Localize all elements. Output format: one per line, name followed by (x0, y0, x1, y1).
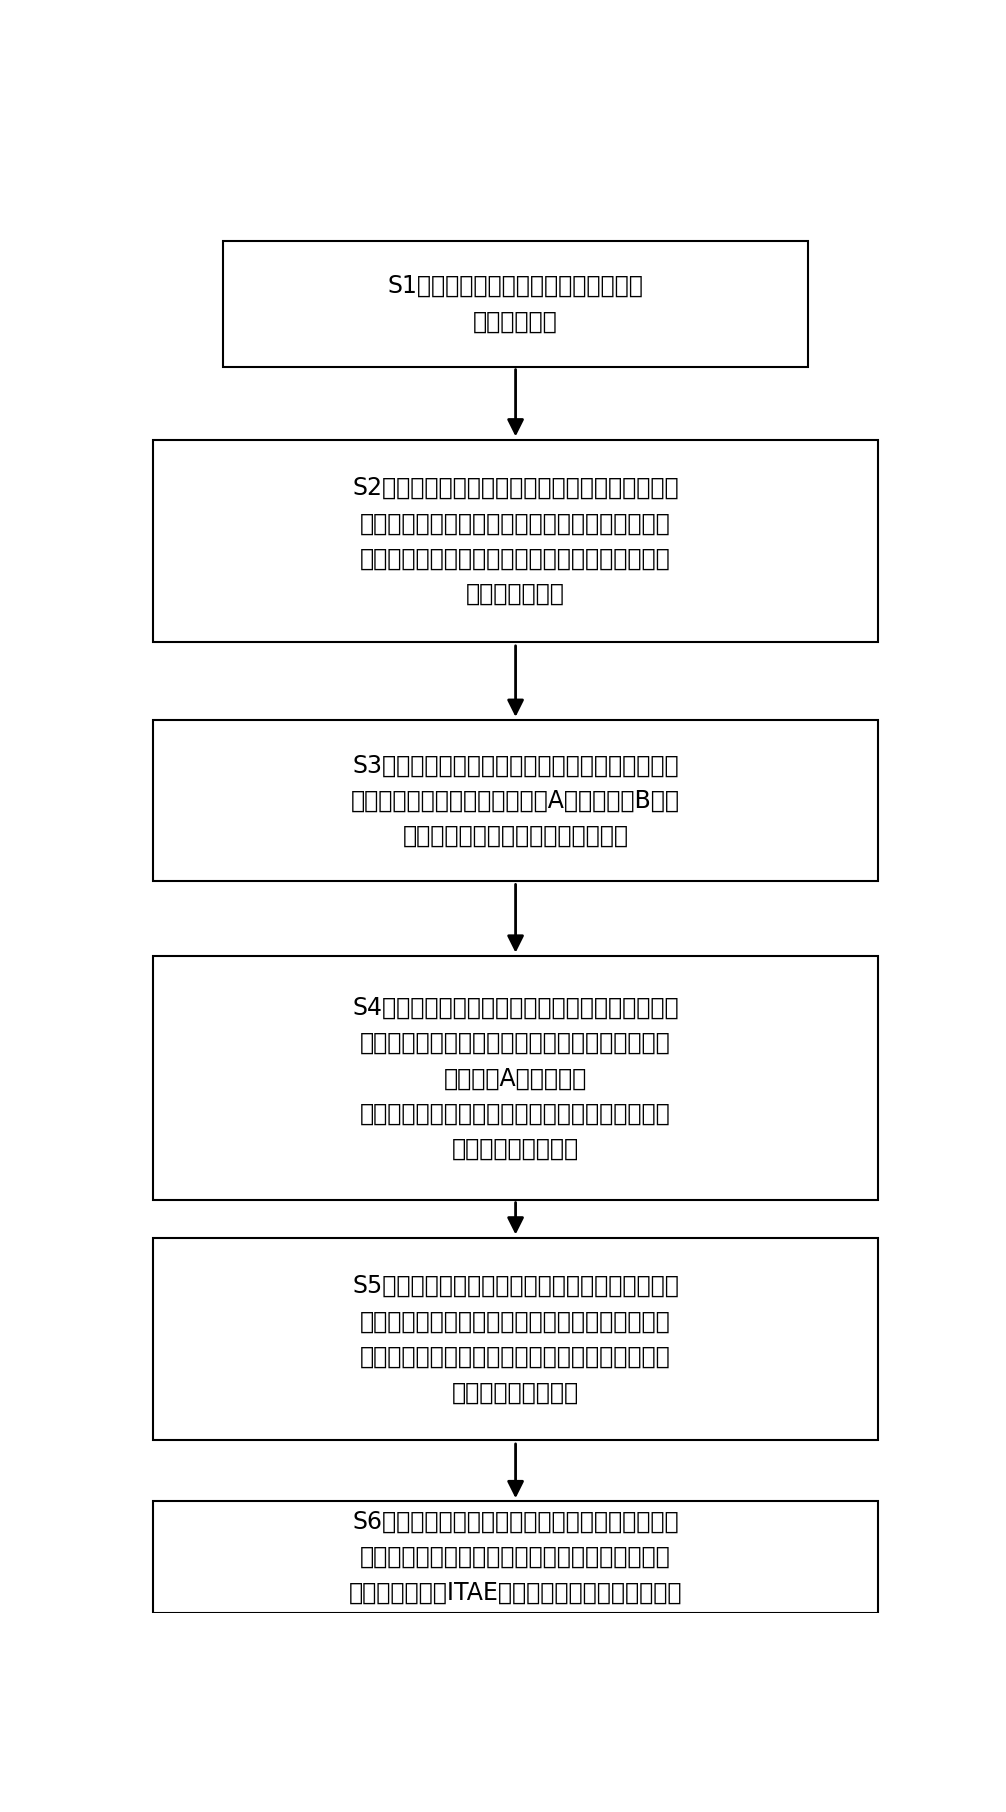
Text: S1、获取高压直流输电系统的网络参数
和控制器参数: S1、获取高压直流输电系统的网络参数 和控制器参数 (387, 274, 644, 333)
Text: S5、将高压直流输电系统的小干扰动态模型转换成
传递函数模型，计算定电流控制器或定电压控制器
的传递函数，并获取传递函数的单位阶跃响应，得
到单位阶跃响应曲线: S5、将高压直流输电系统的小干扰动态模型转换成 传递函数模型，计算定电流控制器或… (352, 1274, 679, 1404)
FancyBboxPatch shape (153, 1238, 878, 1441)
FancyBboxPatch shape (223, 241, 808, 366)
FancyBboxPatch shape (153, 440, 878, 641)
Text: S4、确定各个控制器参数的研究范围和变化步长，
并基于该研究范围和变化步长，计算不同参数数值
下的矩阵A的特征值；
对特征值进行筛选，并根据筛选出来的特征值得到: S4、确定各个控制器参数的研究范围和变化步长， 并基于该研究范围和变化步长，计算… (352, 995, 679, 1161)
Text: S2、将高压直流输电系统细分为各个子模块，然后
基于网络参数和控制器参数，用微分方程和代数方
程对每个子模块进行描述，得到高压直流输电系统
的状态空间模型: S2、将高压直流输电系统细分为各个子模块，然后 基于网络参数和控制器参数，用微分… (352, 477, 679, 607)
Text: S6、根据单位阶跃响应曲线，计算动态时域指标，
动态时域指标包括超调量和调节时间，并基于动态
时域指标，根据ITAE准则获取到最优的控制器参数: S6、根据单位阶跃响应曲线，计算动态时域指标， 动态时域指标包括超调量和调节时间… (349, 1509, 682, 1604)
FancyBboxPatch shape (153, 957, 878, 1200)
Text: S3、在状态空间模型的平衡点处，对状态空间模型
进行线性化，得到状态空间矩阵A和输入矩阵B以及
高压直流输电系统的小干扰动态模型: S3、在状态空间模型的平衡点处，对状态空间模型 进行线性化，得到状态空间矩阵A和… (351, 754, 680, 848)
FancyBboxPatch shape (153, 1500, 878, 1613)
FancyBboxPatch shape (153, 721, 878, 881)
